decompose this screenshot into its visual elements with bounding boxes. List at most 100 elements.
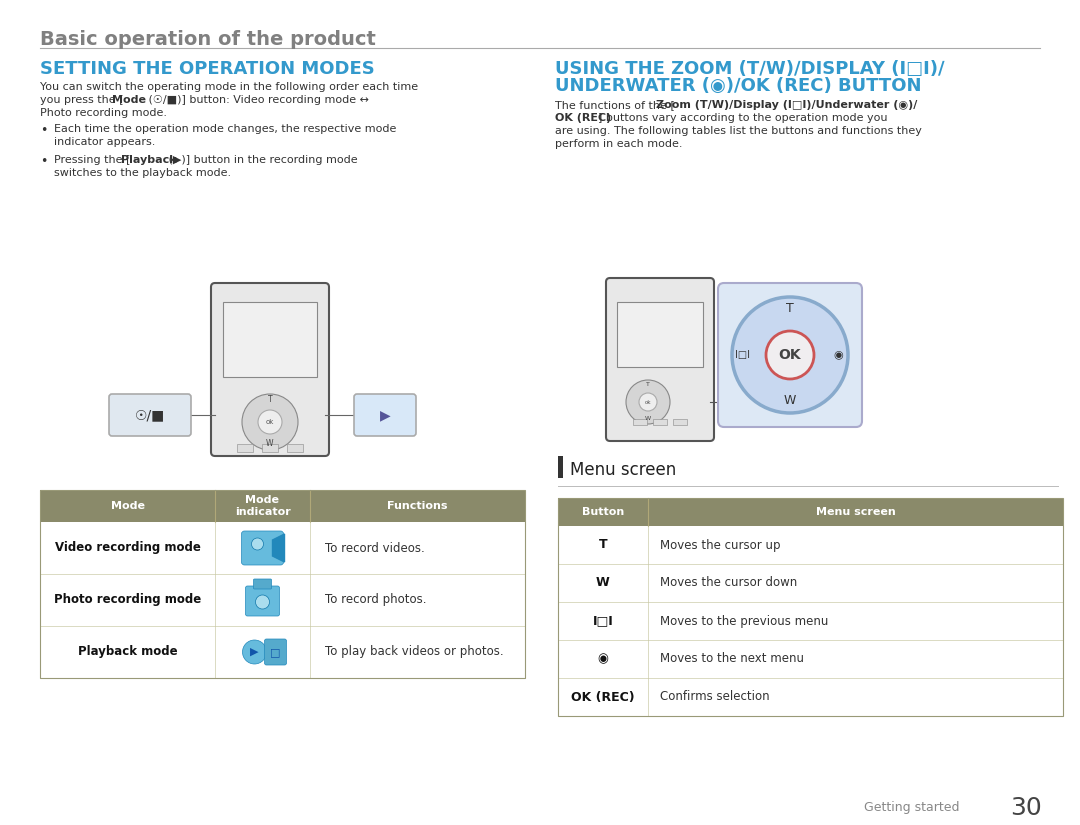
Circle shape xyxy=(766,331,814,379)
Bar xyxy=(40,522,525,574)
Text: To record videos.: To record videos. xyxy=(325,541,424,554)
Text: UNDERWATER (◉)∕OK (REC) BUTTON: UNDERWATER (◉)∕OK (REC) BUTTON xyxy=(555,77,921,95)
Circle shape xyxy=(732,297,848,413)
FancyBboxPatch shape xyxy=(211,283,329,456)
Text: Menu screen: Menu screen xyxy=(815,507,895,517)
Bar xyxy=(558,564,1063,602)
Text: SETTING THE OPERATION MODES: SETTING THE OPERATION MODES xyxy=(40,60,375,78)
Text: are using. The following tables list the buttons and functions they: are using. The following tables list the… xyxy=(555,126,922,136)
Bar xyxy=(558,498,1063,526)
Text: T: T xyxy=(598,539,607,551)
Circle shape xyxy=(256,595,270,609)
Bar xyxy=(287,444,303,452)
Circle shape xyxy=(252,538,264,550)
Bar xyxy=(558,526,1063,564)
Bar xyxy=(558,640,1063,678)
Text: ok: ok xyxy=(266,419,274,425)
Text: •: • xyxy=(40,124,48,137)
Circle shape xyxy=(626,380,670,424)
Text: switches to the playback mode.: switches to the playback mode. xyxy=(54,168,231,178)
Bar xyxy=(40,574,525,626)
Polygon shape xyxy=(272,534,284,562)
Bar xyxy=(222,302,318,377)
Text: •: • xyxy=(40,155,48,168)
Bar xyxy=(40,490,525,678)
Bar xyxy=(558,678,1063,716)
FancyBboxPatch shape xyxy=(109,394,191,436)
Bar xyxy=(262,444,278,452)
Text: 30: 30 xyxy=(1010,796,1042,820)
Circle shape xyxy=(243,640,267,664)
Text: perform in each mode.: perform in each mode. xyxy=(555,139,683,149)
Text: ▶: ▶ xyxy=(380,408,390,422)
Bar xyxy=(673,419,687,425)
Circle shape xyxy=(242,394,298,450)
Text: T: T xyxy=(646,383,650,388)
Text: W: W xyxy=(596,577,610,590)
Text: Photo recording mode: Photo recording mode xyxy=(54,593,201,606)
Text: you press the [: you press the [ xyxy=(40,95,123,105)
Text: Functions: Functions xyxy=(388,501,448,511)
Bar xyxy=(558,456,563,478)
Bar xyxy=(617,302,703,367)
Text: ok: ok xyxy=(645,399,651,404)
FancyBboxPatch shape xyxy=(606,278,714,441)
Text: Mode: Mode xyxy=(112,95,146,105)
Text: To record photos.: To record photos. xyxy=(325,593,427,606)
Text: Playback: Playback xyxy=(121,155,177,165)
Text: ◉: ◉ xyxy=(833,350,842,360)
Text: (▶)] button in the recording mode: (▶)] button in the recording mode xyxy=(165,155,357,165)
Bar xyxy=(653,419,667,425)
Text: W: W xyxy=(784,394,796,408)
Text: To play back videos or photos.: To play back videos or photos. xyxy=(325,645,503,658)
Bar xyxy=(237,444,253,452)
Text: Zoom (T∕W)∕Display (I□I)∕Underwater (◉)∕: Zoom (T∕W)∕Display (I□I)∕Underwater (◉)∕ xyxy=(656,100,917,110)
Bar xyxy=(558,498,1063,716)
Text: Menu screen: Menu screen xyxy=(570,461,676,479)
FancyBboxPatch shape xyxy=(718,283,862,427)
Text: indicator appears.: indicator appears. xyxy=(54,137,156,147)
FancyBboxPatch shape xyxy=(354,394,416,436)
Text: Moves the cursor down: Moves the cursor down xyxy=(660,577,797,590)
Circle shape xyxy=(258,410,282,434)
Text: OK (REC): OK (REC) xyxy=(555,113,611,123)
Text: Video recording mode: Video recording mode xyxy=(55,541,201,554)
Text: Each time the operation mode changes, the respective mode: Each time the operation mode changes, th… xyxy=(54,124,396,134)
Text: You can switch the operating mode in the following order each time: You can switch the operating mode in the… xyxy=(40,82,418,92)
Text: Moves to the previous menu: Moves to the previous menu xyxy=(660,615,828,628)
Text: (☉/■)] button: Video recording mode ↔: (☉/■)] button: Video recording mode ↔ xyxy=(145,95,369,105)
Text: ◉: ◉ xyxy=(597,653,608,666)
FancyBboxPatch shape xyxy=(242,531,283,565)
Text: Moves to the next menu: Moves to the next menu xyxy=(660,653,804,666)
Text: Photo recording mode.: Photo recording mode. xyxy=(40,108,167,118)
Text: USING THE ZOOM (T∕W)∕DISPLAY (I□I)∕: USING THE ZOOM (T∕W)∕DISPLAY (I□I)∕ xyxy=(555,60,945,78)
Bar xyxy=(40,490,525,522)
FancyBboxPatch shape xyxy=(265,639,286,665)
Text: ▶: ▶ xyxy=(251,647,259,657)
Text: Getting started: Getting started xyxy=(864,802,960,814)
Circle shape xyxy=(639,393,657,411)
Text: I□I: I□I xyxy=(734,350,750,360)
Text: OK (REC): OK (REC) xyxy=(571,691,635,704)
Text: T: T xyxy=(786,303,794,315)
Text: Playback mode: Playback mode xyxy=(78,645,177,658)
Text: ☉/■: ☉/■ xyxy=(135,408,165,422)
Text: Moves the cursor up: Moves the cursor up xyxy=(660,539,781,551)
Text: Mode: Mode xyxy=(110,501,145,511)
FancyBboxPatch shape xyxy=(245,586,280,616)
Text: Confirms selection: Confirms selection xyxy=(660,691,770,704)
Text: The functions of the [: The functions of the [ xyxy=(555,100,675,110)
Text: ] buttons vary according to the operation mode you: ] buttons vary according to the operatio… xyxy=(598,113,888,123)
Text: I□I: I□I xyxy=(593,615,613,628)
Text: Basic operation of the product: Basic operation of the product xyxy=(40,30,376,49)
Text: W: W xyxy=(645,417,651,422)
Text: W: W xyxy=(267,440,273,449)
Text: Pressing the [: Pressing the [ xyxy=(54,155,131,165)
Text: indicator: indicator xyxy=(234,507,291,517)
Text: □: □ xyxy=(270,647,281,657)
Text: OK: OK xyxy=(779,348,801,362)
Bar xyxy=(558,602,1063,640)
Bar xyxy=(40,626,525,678)
Text: Button: Button xyxy=(582,507,624,517)
Text: Mode: Mode xyxy=(245,495,280,505)
